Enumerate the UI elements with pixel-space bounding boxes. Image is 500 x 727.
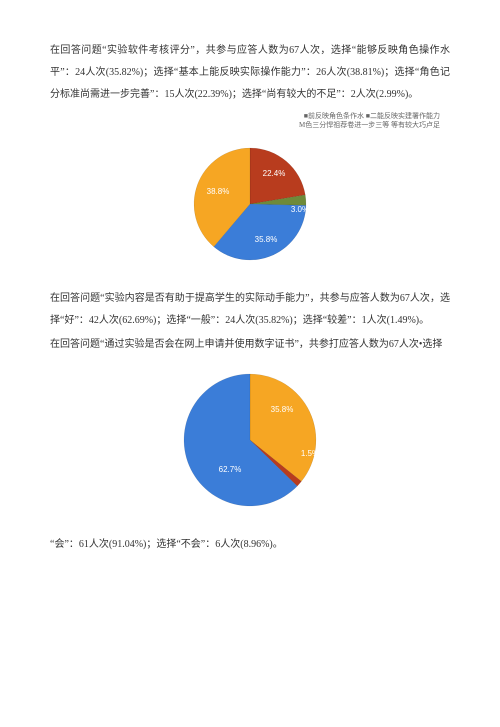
slice-label: 35.8% — [271, 405, 294, 414]
paragraph-1: 在回答问题“实验软件考核评分”，共参与应答人数为67人次，选择“能够反映角色操作… — [50, 40, 450, 106]
chart1-legend: ■前反映角色条作水 ■二能反映实建署作能力 M色三分悍祖荐卷进一步三等 等有较大… — [50, 112, 440, 130]
slice-label: 38.8% — [207, 187, 230, 196]
pie-chart-2: 35.8% 1.5% 62.7% — [170, 360, 330, 520]
legend-line: ■前反映角色条作水 ■二能反映实建署作能力 — [50, 112, 440, 121]
paragraph-2: 在回答问题“实验内容是否有助于提高学生的实际动手能力”，共参与应答人数为67人次… — [50, 288, 450, 332]
slice-label: 62.7% — [219, 465, 242, 474]
slice-label: 22.4% — [263, 169, 286, 178]
paragraph-4: “会”：61人次(91.04%)；选择“不会”：6人次(8.96%)。 — [50, 534, 450, 556]
slice-label: 1.5% — [301, 449, 319, 458]
pie-chart-1: 22.4% 3.0% 35.8% 38.8% — [180, 134, 320, 274]
slice-label: 35.8% — [255, 235, 278, 244]
legend-line: M色三分悍祖荐卷进一步三等 等有较大巧卢足 — [50, 121, 440, 130]
slice-label: 3.0% — [291, 205, 309, 214]
chart2-container: 35.8% 1.5% 62.7% — [50, 360, 450, 520]
chart1-container: 22.4% 3.0% 35.8% 38.8% — [50, 134, 450, 274]
paragraph-3: 在回答问题“通过实验是否会在网上申请并使用数字证书”，共参打应答人数为67人次•… — [50, 334, 450, 356]
